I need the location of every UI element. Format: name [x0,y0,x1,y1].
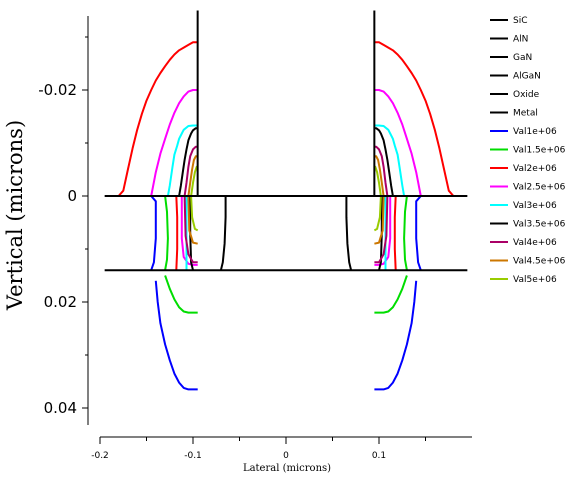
legend-label: GaN [513,53,532,63]
contour-line [345,196,353,271]
legend-entry: Oxide [490,90,540,100]
legend-entry: SiC [490,16,528,26]
legend-entry: Metal [490,109,538,119]
legend-label: Val1.5e+06 [513,146,566,156]
contour-line [374,275,408,314]
contour-line [164,195,169,271]
contour-line [374,280,418,391]
legend-entry: Val2e+06 [490,164,557,174]
y-axis-title: Vertical (microns) [3,120,27,311]
contour-line [374,195,389,264]
contour-line [190,195,199,232]
contour-line [403,195,408,271]
y-tick-label: 0.04 [44,399,77,417]
x-tick-label: 0 [283,451,289,461]
contour-line [183,145,198,197]
series-val4-5e-06 [187,155,385,245]
contour-line [150,89,198,197]
series-val4e-06 [183,145,389,264]
series-val1-5e-06 [164,195,408,314]
legend-entry: Val4e+06 [490,238,557,248]
plot-area [117,41,455,391]
contour-line [374,155,385,197]
contour-line [187,195,198,245]
legend-entry: Val3e+06 [490,201,557,211]
y-tick-label: -0.02 [38,81,77,99]
legend-entry: AlGaN [490,72,541,82]
series-val5e-06 [190,165,382,232]
contour-line [374,89,422,197]
legend-label: Val5e+06 [513,275,557,285]
contour-line [189,196,194,271]
legend-entry: Val1.5e+06 [490,146,566,156]
contour-line [175,195,179,271]
contour-line [373,195,382,232]
legend-label: SiC [513,16,528,26]
contour-line [150,195,157,271]
contour-line [374,127,394,197]
legend-label: Val4e+06 [513,238,557,248]
series-val3-5e-06 [178,127,394,271]
axes: -0.02 0 0.02 0.04 -0.2 -0.1 0 0.1 [38,16,472,461]
contour-line [117,41,198,197]
x-tick-label: -0.1 [184,451,202,461]
legend-entry: Val1e+06 [490,127,557,137]
series-val1e-06 [150,195,422,391]
legend-entry: AlN [490,35,528,45]
contour-line [219,196,227,271]
x-tick-label: 0.1 [372,451,386,461]
contour-line [178,127,198,197]
legend-label: Val3.5e+06 [513,220,566,230]
contour-line [374,145,389,197]
series-val2e-06 [117,41,455,271]
x-tick-label: -0.2 [91,451,109,461]
contour-line [164,275,198,314]
y-tick-label: 0.02 [44,293,77,311]
contour-line [183,195,198,264]
legend-label: Val1e+06 [513,127,557,137]
contour-line [374,195,385,245]
legend-label: Val4.5e+06 [513,257,566,267]
legend-entry: Val3.5e+06 [490,220,566,230]
legend-entry: Val4.5e+06 [490,257,566,267]
legend: SiC AlN GaN AlGaN Oxide Metal Val1e+06 Val1.5e+… [490,16,566,285]
legend-entry: GaN [490,53,532,63]
legend-label: Val3e+06 [513,201,557,211]
x-axis-title: Lateral (microns) [243,463,331,474]
legend-label: Val2.5e+06 [513,183,566,193]
y-tick-label: 0 [67,187,77,205]
contour-line [154,280,198,391]
legend-label: Val2e+06 [513,164,557,174]
contour-line [393,195,397,271]
legend-label: Oxide [513,90,540,100]
contour-line [374,41,455,197]
legend-entry: Val2.5e+06 [490,183,566,193]
contour-line [378,196,383,271]
contour-line [187,155,198,197]
legend-label: Metal [513,109,538,119]
legend-entry: Val5e+06 [490,275,557,285]
legend-label: AlN [513,35,528,45]
legend-label: AlGaN [513,72,541,82]
contour-line [415,195,422,271]
layer-boundaries [104,10,468,272]
contour-line [166,124,198,197]
contour-line [374,124,406,197]
series-val3e-06 [166,124,406,271]
